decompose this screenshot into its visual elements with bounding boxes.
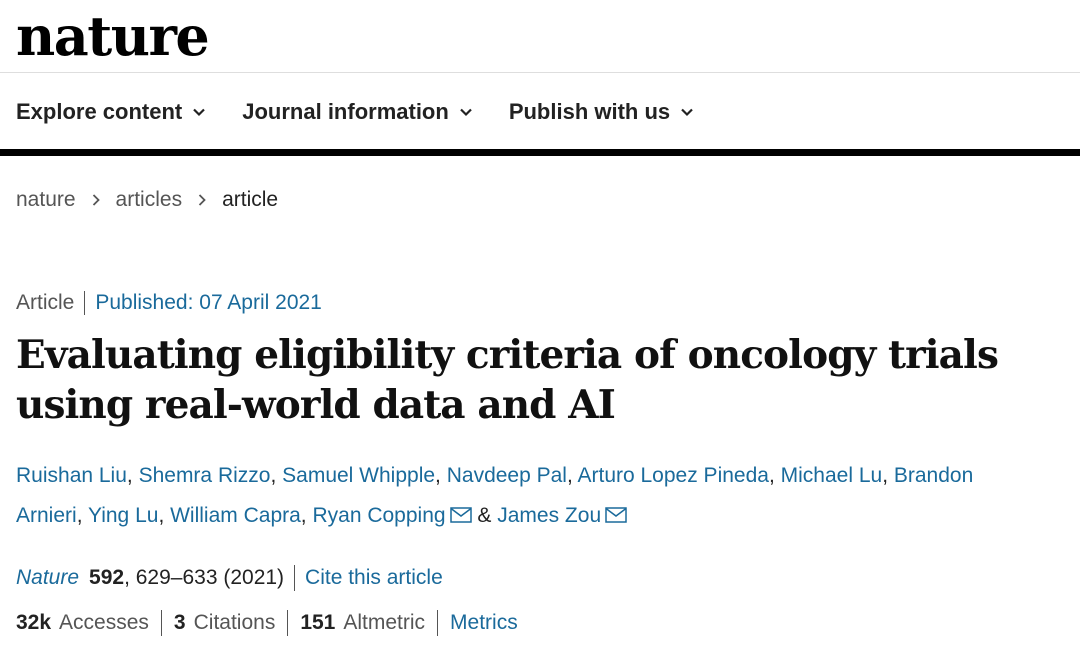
altmetric-score: 151 [300,611,336,634]
chevron-right-icon [92,194,100,206]
nature-logo[interactable]: nature [16,4,210,68]
nav-explore-content[interactable]: Explore content [16,99,206,125]
pages-year: , 629–633 (2021) [124,566,285,589]
author-link[interactable]: Ying Lu [87,504,159,527]
accesses-label: Accesses [59,611,149,634]
divider [160,610,162,636]
author-link[interactable]: William Capra [170,504,301,527]
chevron-down-icon [460,108,472,117]
published-date[interactable]: Published: 07 April 2021 [95,291,322,314]
divider [287,610,289,636]
nav-journal-information[interactable]: Journal information [242,99,473,125]
article-meta: Article Published: 07 April 2021 [16,288,322,318]
chevron-down-icon [681,108,693,117]
author-line: Arnieri, Ying Lu, William Capra, Ryan Co… [16,496,1066,536]
header-divider [0,72,1080,73]
citations-count: 3 [173,611,186,634]
metrics-link[interactable]: Metrics [450,611,518,634]
metrics-line: 32k Accesses 3 Citations 151 Altmetric M… [16,608,518,638]
accesses-count: 32k [16,611,52,634]
breadcrumb-articles[interactable]: articles [115,188,183,211]
breadcrumb-current: article [222,188,279,211]
author-link[interactable]: Michael Lu [780,464,883,487]
altmetric-label: Altmetric [343,611,426,634]
header-thick-bar [0,149,1080,156]
article-title: Evaluating eligibility criteria of oncol… [16,332,999,428]
breadcrumb: nature articles article [16,184,278,216]
author-link[interactable]: Shemra Rizzo [138,464,271,487]
author-link[interactable]: Navdeep Pal [446,464,567,487]
breadcrumb-nature[interactable]: nature [16,188,76,211]
author-link[interactable]: Brandon [893,464,974,487]
divider [294,565,296,591]
nav-label: Journal information [242,99,449,124]
divider [437,610,439,636]
author-link[interactable]: Ryan Copping [312,504,446,527]
author-link[interactable]: Ruishan Liu [16,464,127,487]
article-type: Article [16,291,86,315]
email-icon[interactable] [449,507,472,523]
chevron-right-icon [198,194,206,206]
nav-publish-with-us[interactable]: Publish with us [509,99,694,125]
main-nav: Explore content Journal information Publ… [16,93,694,131]
volume: 592 [89,566,125,589]
journal-name[interactable]: Nature [16,566,80,589]
email-icon[interactable] [605,507,627,523]
author-line: Ruishan Liu, Shemra Rizzo, Samuel Whippl… [16,464,974,487]
nav-label: Explore content [16,99,183,124]
citations-label: Citations [193,611,276,634]
author-link[interactable]: James Zou [497,504,602,527]
author-list: Ruishan Liu, Shemra Rizzo, Samuel Whippl… [16,456,1066,536]
author-link[interactable]: Samuel Whipple [282,464,436,487]
chevron-down-icon [193,108,206,117]
nav-label: Publish with us [508,99,671,124]
author-link[interactable]: Arturo Lopez Pineda [577,464,769,487]
citation-line: Nature 592 , 629–633 (2021) Cite this ar… [16,563,443,593]
author-link[interactable]: Arnieri [16,504,77,527]
cite-this-article-link[interactable]: Cite this article [305,566,443,589]
